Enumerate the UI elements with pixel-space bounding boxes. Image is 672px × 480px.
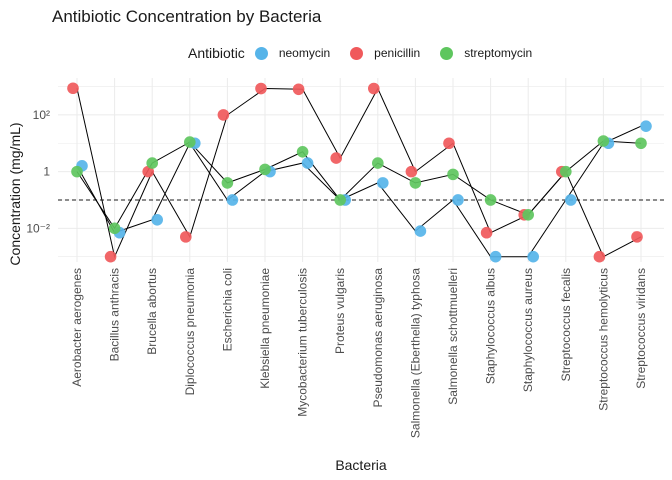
y-axis-ticks: 10⁻² 1 10² [26,108,50,235]
y-tick-label: 10⁻² [26,221,50,235]
y-tick-label: 1 [43,165,50,179]
x-tick-label: Streptococcus viridans [634,268,648,389]
legend-label-neomycin: neomycin [278,46,331,60]
point-streptomycin [296,145,309,158]
legend: Antibiotic neomycin penicillin streptomy… [188,43,552,63]
x-tick-label: Staphylococcus albus [484,268,498,384]
point-streptomycin [522,209,534,221]
point-penicillin [67,82,79,95]
point-penicillin [480,226,493,239]
series-line-streptomycin [76,140,642,230]
legend-label-streptomycin: streptomycin [464,46,533,60]
x-tick-label: Mycobacterium tuberculosis [296,268,310,417]
point-streptomycin [560,165,572,178]
legend-key-penicillin [350,46,364,60]
point-penicillin [104,250,117,263]
point-neomycin [640,120,652,132]
point-penicillin [255,82,267,95]
point-neomycin [301,157,314,169]
point-penicillin [217,109,230,121]
point-penicillin [368,82,380,95]
point-penicillin [180,231,192,243]
x-tick-label: Streptococcus fecalis [559,268,573,381]
x-tick-label: Staphylococcus aureus [521,268,535,392]
point-neomycin [151,213,163,226]
legend-item-streptomycin: streptomycin [440,46,532,60]
legend-item-penicillin: penicillin [350,46,420,60]
point-neomycin [377,177,389,189]
point-neomycin [527,250,539,263]
point-streptomycin [71,165,83,178]
y-axis-label: Concentration (mg/mL) [7,122,23,265]
point-penicillin [593,250,606,263]
x-tick-label: Escherichia coli [220,268,234,351]
x-tick-label: Pseudomonas aeruginosa [371,268,385,408]
point-streptomycin [484,194,497,206]
data-points [67,82,652,263]
x-tick-label: Diplococcus pneumonia [183,268,197,396]
x-axis-ticks: Aerobacter aerogenes Bacillus anthracis Br… [70,268,648,438]
point-streptomycin [597,135,610,147]
point-streptomycin [334,194,347,206]
y-tick-label: 10² [33,108,50,122]
point-penicillin [330,152,343,164]
connecting-lines [76,87,642,259]
point-neomycin [489,250,502,263]
point-neomycin [414,225,427,237]
legend-label-penicillin: penicillin [374,46,421,60]
point-streptomycin [221,177,234,189]
x-tick-label: Salmonella schottmuelleri [446,268,460,405]
legend-title: Antibiotic [188,45,245,61]
point-streptomycin [447,168,459,181]
point-streptomycin [635,137,647,150]
point-streptomycin [372,157,384,169]
x-tick-label: Brucella abortus [145,268,159,355]
x-tick-label: Proteus vulgaris [333,268,347,354]
x-tick-label: Salmonella (Eberthella) typhosa [408,268,422,438]
series-line-neomycin [76,125,642,258]
x-tick-label: Streptococcus hemolyticus [596,268,610,411]
point-penicillin [631,231,643,243]
x-tick-label: Klebsiella pneumoniae [258,268,272,389]
point-neomycin [565,194,577,206]
point-penicillin [405,165,418,178]
point-streptomycin [146,157,158,169]
point-penicillin [292,83,305,96]
x-tick-label: Bacillus anthracis [108,268,122,361]
point-streptomycin [108,222,121,235]
legend-key-streptomycin [440,46,454,60]
point-streptomycin [184,136,196,148]
point-streptomycin [409,177,422,189]
point-penicillin [443,137,455,150]
chart-title: Antibiotic Concentration by Bacteria [52,7,322,26]
point-neomycin [452,194,464,206]
legend-key-neomycin [254,46,268,60]
x-tick-label: Aerobacter aerogenes [70,268,84,387]
legend-item-neomycin: neomycin [254,46,331,60]
point-neomycin [226,194,239,206]
point-streptomycin [259,163,271,176]
x-axis-label: Bacteria [335,457,387,473]
